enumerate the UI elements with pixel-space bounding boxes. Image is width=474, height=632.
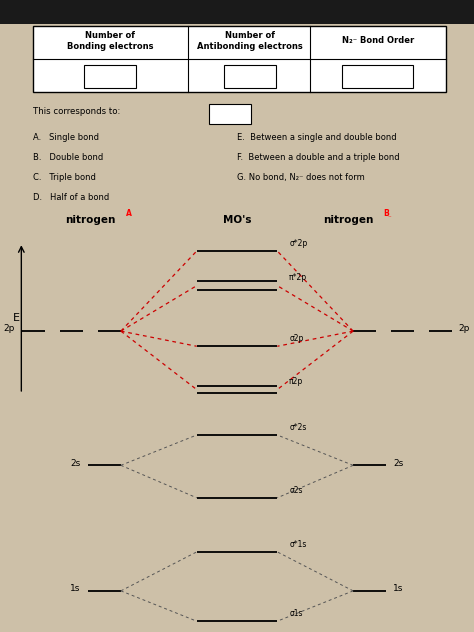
Text: D.   Half of a bond: D. Half of a bond (33, 193, 109, 202)
Text: ⁻: ⁻ (387, 216, 391, 222)
Text: 1s: 1s (393, 584, 404, 593)
Text: G. No bond, N₂⁻ does not form: G. No bond, N₂⁻ does not form (237, 173, 365, 181)
Text: A.   Single bond: A. Single bond (33, 133, 99, 142)
Text: σ2p: σ2p (289, 334, 303, 343)
Text: 2p: 2p (4, 324, 15, 334)
Text: 2s: 2s (70, 459, 81, 468)
Text: nitrogen: nitrogen (65, 215, 115, 225)
Text: Number of
Antibonding electrons: Number of Antibonding electrons (197, 32, 302, 51)
Text: This corresponds to:: This corresponds to: (33, 107, 120, 116)
Text: π2p: π2p (289, 377, 303, 386)
Text: N₂⁻ Bond Order: N₂⁻ Bond Order (342, 37, 414, 46)
Bar (33, 26, 446, 92)
Text: B.   Double bond: B. Double bond (33, 153, 103, 162)
Text: σ1s: σ1s (289, 609, 302, 618)
Text: σ2s: σ2s (289, 485, 302, 495)
Bar (209, 104, 251, 125)
Bar (0, 0, 474, 24)
Text: Number of
Bonding electrons: Number of Bonding electrons (67, 32, 154, 51)
Bar (342, 64, 413, 88)
Text: σ*2p: σ*2p (289, 239, 308, 248)
Text: 2s: 2s (393, 459, 404, 468)
Text: σ*2s: σ*2s (289, 423, 307, 432)
Text: C.   Triple bond: C. Triple bond (33, 173, 96, 181)
Text: F.  Between a double and a triple bond: F. Between a double and a triple bond (237, 153, 400, 162)
Text: nitrogen: nitrogen (323, 215, 374, 225)
Text: E: E (13, 313, 20, 323)
Text: B: B (383, 209, 389, 217)
Text: 2p: 2p (459, 324, 470, 334)
Text: A: A (126, 209, 131, 217)
Text: MO's: MO's (223, 215, 251, 225)
Text: σ*1s: σ*1s (289, 540, 307, 549)
Bar (224, 64, 276, 88)
Text: π*2p: π*2p (289, 274, 307, 283)
Text: E.  Between a single and double bond: E. Between a single and double bond (237, 133, 397, 142)
Bar (84, 64, 137, 88)
Text: 1s: 1s (70, 584, 81, 593)
